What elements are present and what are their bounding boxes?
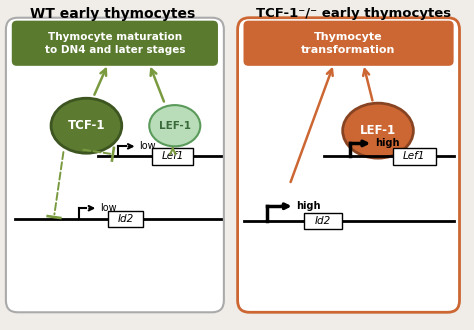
FancyBboxPatch shape <box>304 213 342 229</box>
FancyBboxPatch shape <box>152 148 193 165</box>
Ellipse shape <box>343 103 413 158</box>
Text: LEF-1: LEF-1 <box>360 124 396 137</box>
Ellipse shape <box>51 98 122 153</box>
Text: Lef1: Lef1 <box>162 151 184 161</box>
FancyBboxPatch shape <box>6 18 224 312</box>
Text: Id2: Id2 <box>118 214 134 224</box>
Text: low: low <box>100 203 117 213</box>
Text: low: low <box>139 141 156 151</box>
Text: Lef1: Lef1 <box>403 151 426 161</box>
FancyBboxPatch shape <box>237 18 459 312</box>
Text: LEF-1: LEF-1 <box>159 121 191 131</box>
Text: high: high <box>297 201 321 211</box>
FancyBboxPatch shape <box>108 211 143 227</box>
Text: Thymocyte
transformation: Thymocyte transformation <box>301 32 396 55</box>
Text: TCF-1⁻/⁻ early thymocytes: TCF-1⁻/⁻ early thymocytes <box>256 7 451 20</box>
Text: TCF-1: TCF-1 <box>68 119 105 132</box>
Text: Id2: Id2 <box>315 216 331 226</box>
Text: Thymocyte maturation
to DN4 and later stages: Thymocyte maturation to DN4 and later st… <box>45 32 185 55</box>
FancyBboxPatch shape <box>244 21 454 66</box>
FancyBboxPatch shape <box>393 148 436 165</box>
Text: high: high <box>375 138 400 148</box>
Ellipse shape <box>149 105 201 146</box>
FancyBboxPatch shape <box>12 21 218 66</box>
Text: WT early thymocytes: WT early thymocytes <box>30 7 196 21</box>
